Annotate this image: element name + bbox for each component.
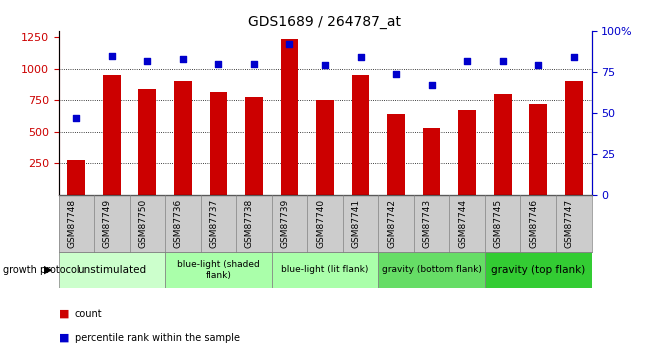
FancyBboxPatch shape xyxy=(378,252,485,288)
Text: GSM87745: GSM87745 xyxy=(493,199,502,248)
Text: blue-light (shaded
flank): blue-light (shaded flank) xyxy=(177,260,260,280)
Text: unstimulated: unstimulated xyxy=(77,265,146,275)
Point xyxy=(426,82,437,88)
Bar xyxy=(565,81,582,195)
Bar xyxy=(422,128,441,195)
Text: ▶: ▶ xyxy=(44,265,52,275)
Point xyxy=(569,55,579,60)
FancyBboxPatch shape xyxy=(58,252,165,288)
Point xyxy=(284,41,294,47)
Bar xyxy=(352,75,369,195)
Bar xyxy=(209,91,228,195)
Point xyxy=(249,61,259,67)
Text: GSM87749: GSM87749 xyxy=(103,199,112,248)
Title: GDS1689 / 264787_at: GDS1689 / 264787_at xyxy=(248,14,402,29)
Text: GSM87744: GSM87744 xyxy=(458,199,467,248)
Text: GSM87740: GSM87740 xyxy=(316,199,325,248)
Point xyxy=(213,61,224,67)
Text: count: count xyxy=(75,309,103,319)
Point xyxy=(142,58,153,63)
Text: gravity (top flank): gravity (top flank) xyxy=(491,265,585,275)
Text: percentile rank within the sample: percentile rank within the sample xyxy=(75,333,240,343)
Text: gravity (bottom flank): gravity (bottom flank) xyxy=(382,265,482,275)
Bar xyxy=(494,94,512,195)
Bar xyxy=(387,114,405,195)
Bar xyxy=(138,89,156,195)
FancyBboxPatch shape xyxy=(485,252,592,288)
Point xyxy=(177,56,188,62)
Point xyxy=(391,71,401,77)
Point xyxy=(71,115,81,121)
Text: ■: ■ xyxy=(58,333,69,343)
Text: GSM87748: GSM87748 xyxy=(67,199,76,248)
Point xyxy=(107,53,117,58)
Bar xyxy=(458,110,476,195)
Text: GSM87750: GSM87750 xyxy=(138,199,148,248)
Text: GSM87736: GSM87736 xyxy=(174,199,183,248)
Point xyxy=(356,55,366,60)
Text: GSM87743: GSM87743 xyxy=(422,199,432,248)
Text: GSM87742: GSM87742 xyxy=(387,199,396,248)
FancyBboxPatch shape xyxy=(165,252,272,288)
Text: blue-light (lit flank): blue-light (lit flank) xyxy=(281,265,369,275)
Point xyxy=(320,63,330,68)
Text: GSM87741: GSM87741 xyxy=(352,199,361,248)
Point xyxy=(497,58,508,63)
Bar xyxy=(316,100,334,195)
Text: GSM87738: GSM87738 xyxy=(245,199,254,248)
Point xyxy=(462,58,473,63)
Bar xyxy=(529,104,547,195)
Bar xyxy=(281,39,298,195)
Text: growth protocol: growth protocol xyxy=(3,265,80,275)
Bar xyxy=(68,160,85,195)
Bar xyxy=(245,97,263,195)
FancyBboxPatch shape xyxy=(272,252,378,288)
Text: GSM87746: GSM87746 xyxy=(529,199,538,248)
Text: GSM87739: GSM87739 xyxy=(280,199,289,248)
Bar xyxy=(103,75,121,195)
Text: GSM87747: GSM87747 xyxy=(565,199,574,248)
Bar xyxy=(174,81,192,195)
Text: ■: ■ xyxy=(58,309,69,319)
Point xyxy=(533,63,543,68)
Text: GSM87737: GSM87737 xyxy=(209,199,218,248)
